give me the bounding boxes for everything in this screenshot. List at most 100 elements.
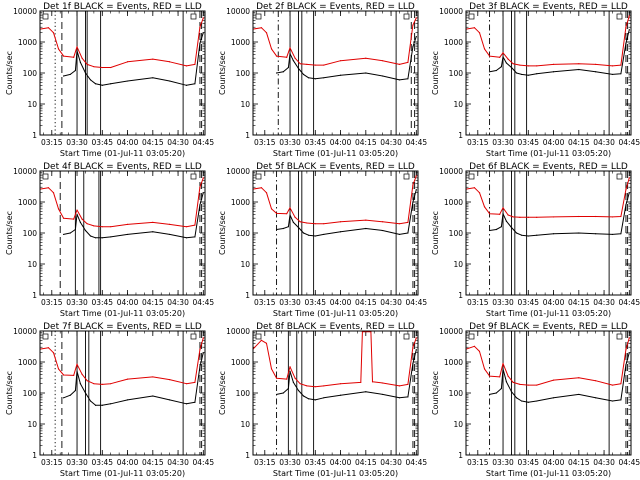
x-tick-label: 03:30 <box>66 138 88 147</box>
x-tick-label: 04:00 <box>543 138 565 147</box>
data-point-lld <box>628 177 630 179</box>
data-point-lld <box>415 337 417 339</box>
data-point-events <box>578 68 580 71</box>
series-line-lld <box>40 17 204 68</box>
data-point-events <box>625 364 627 366</box>
data-point-lld <box>552 216 555 218</box>
data-point-lld <box>185 226 188 228</box>
y-tick-label: 100 <box>23 69 38 78</box>
data-point-lld <box>47 27 50 29</box>
corner-box-marker <box>190 333 197 340</box>
data-point-lld <box>339 383 342 385</box>
data-point-events <box>275 72 278 74</box>
data-point-events <box>415 349 417 351</box>
data-point-lld <box>398 385 401 387</box>
data-point-events <box>505 220 508 222</box>
plot-frame <box>252 330 419 456</box>
data-point-events <box>515 397 518 399</box>
data-point-events <box>595 397 597 399</box>
data-point-lld <box>483 48 486 50</box>
data-point-events <box>595 233 597 235</box>
y-tick-label: 100 <box>236 229 251 238</box>
series-line-events <box>489 192 630 237</box>
data-point-lld <box>81 373 83 375</box>
x-tick-label: 04:00 <box>330 298 352 307</box>
data-point-events <box>323 77 325 79</box>
x-tick-label: 04:15 <box>568 138 590 147</box>
data-point-lld <box>86 380 88 382</box>
x-tick-label: 04:45 <box>406 298 428 307</box>
data-point-events <box>625 42 627 45</box>
plot-frame <box>39 10 206 136</box>
chart-title: Det 4f BLACK = Events, RED = LLD <box>43 162 202 172</box>
data-point-lld <box>398 63 401 65</box>
data-point-events <box>412 46 414 48</box>
data-point-lld <box>86 63 88 65</box>
x-tick-label: 04:00 <box>117 458 139 467</box>
data-point-events <box>314 399 316 401</box>
data-point-lld <box>286 378 288 380</box>
series-line-events <box>63 192 204 239</box>
data-point-events <box>339 394 342 396</box>
x-tick-label: 03:15 <box>41 298 63 307</box>
data-point-events <box>415 35 417 38</box>
data-point-lld <box>299 63 301 65</box>
data-point-events <box>69 232 71 234</box>
data-point-events <box>620 233 622 235</box>
data-point-lld <box>611 65 614 67</box>
data-point-events <box>620 73 622 75</box>
data-point-lld <box>202 337 204 339</box>
x-tick-label: 04:00 <box>543 458 565 467</box>
data-point-lld <box>415 17 417 19</box>
data-point-events <box>69 73 71 76</box>
data-point-events <box>339 231 342 233</box>
data-point-lld <box>194 381 196 383</box>
data-point-events <box>110 236 112 238</box>
data-point-lld <box>499 376 501 378</box>
data-point-events <box>502 368 504 370</box>
data-point-events <box>84 392 87 394</box>
data-point-events <box>185 84 188 86</box>
data-point-lld <box>194 224 196 226</box>
data-point-lld <box>552 379 555 381</box>
data-point-lld <box>152 221 154 223</box>
plot-frame <box>465 10 632 136</box>
y-tick-label: 10000 <box>439 167 463 176</box>
x-tick-label: 04:45 <box>193 458 215 467</box>
x-tick-label: 03:30 <box>492 138 514 147</box>
data-point-lld <box>478 192 481 194</box>
data-point-events <box>287 226 289 228</box>
y-axis-label: Counts/sec <box>431 51 440 95</box>
y-tick-label: 10 <box>27 100 37 109</box>
x-tick-label: 03:45 <box>304 458 326 467</box>
data-point-events <box>407 232 409 234</box>
corner-box-marker <box>190 173 197 180</box>
y-axis-label: Counts/sec <box>5 51 14 95</box>
y-tick-label: 10 <box>240 260 250 269</box>
data-point-events <box>495 392 497 394</box>
chart-title: Det 8f BLACK = Events, RED = LLD <box>256 322 415 332</box>
chart-panel-3: Det 3f BLACK = Events, RED = LLD Counts/s… <box>431 2 640 158</box>
data-point-events <box>89 235 92 237</box>
chart-title: Det 7f BLACK = Events, RED = LLD <box>43 322 202 332</box>
data-point-lld <box>628 337 630 339</box>
data-point-lld <box>76 209 78 211</box>
x-tick-label: 04:15 <box>568 298 590 307</box>
y-tick-label: 1 <box>458 131 463 140</box>
data-point-lld <box>81 57 83 59</box>
series-line-lld <box>466 337 630 386</box>
data-point-events <box>84 229 87 232</box>
data-point-lld <box>265 32 268 34</box>
data-point-lld <box>620 383 622 385</box>
data-point-lld <box>473 27 476 29</box>
plot-frame <box>465 330 632 456</box>
data-point-lld <box>152 376 154 378</box>
y-tick-label: 10000 <box>13 327 37 336</box>
data-point-lld <box>478 32 481 34</box>
chart-panel-8: Det 8f BLACK = Events, RED = LLD Counts/s… <box>218 322 427 478</box>
x-tick-label: 03:15 <box>254 298 276 307</box>
chart-panel-7: Det 7f BLACK = Events, RED = LLD Counts/s… <box>5 322 214 478</box>
x-tick-label: 03:45 <box>91 138 113 147</box>
data-point-lld <box>93 66 95 68</box>
x-tick-label: 03:30 <box>492 298 514 307</box>
